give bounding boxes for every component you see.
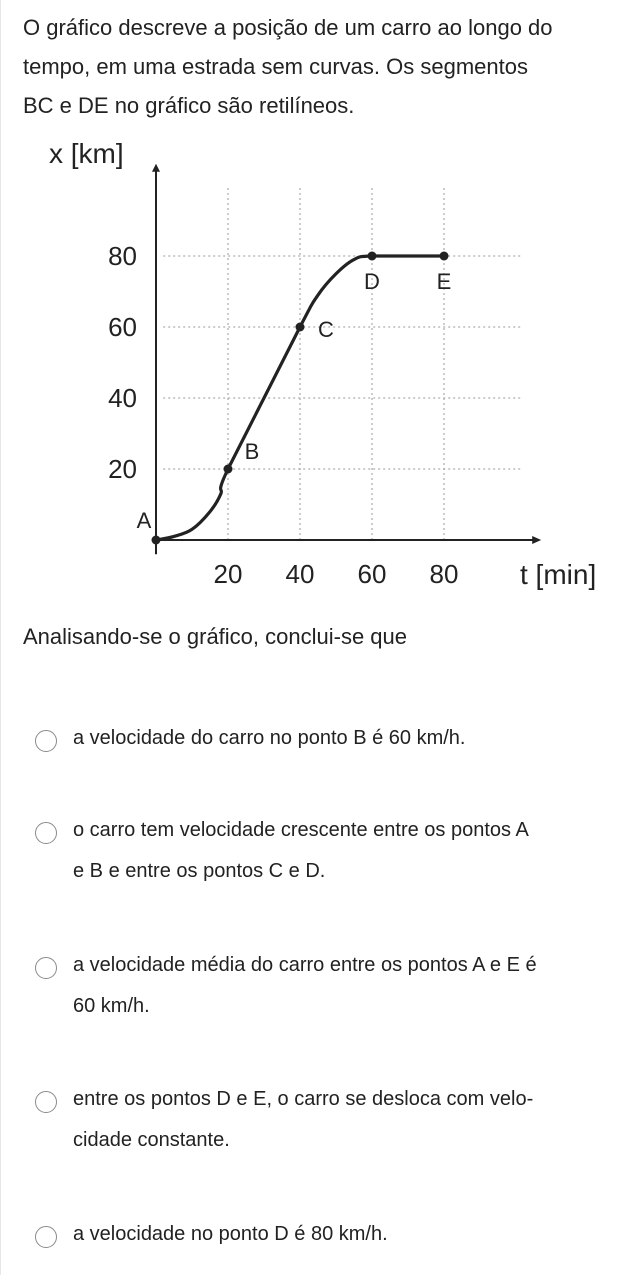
point-e — [439, 251, 449, 261]
option-line: a velocidade do carro no ponto B é 60 km… — [73, 727, 466, 749]
y-axis-arrow — [152, 163, 160, 172]
x-tick-label: 20 — [214, 559, 243, 589]
question-text: O gráfico descreve a posição de um carro… — [23, 8, 637, 125]
prompt-text: Analisando-se o gráfico, conclui-se que — [23, 624, 408, 649]
x-tick-label: 40 — [286, 559, 315, 589]
point-label-d: D — [364, 269, 380, 294]
option-line: a velocidade no ponto D é 80 km/h. — [73, 1223, 388, 1245]
option-text: entre os pontos D e E, o carro se desloc… — [73, 1079, 533, 1161]
x-axis-arrow — [532, 536, 542, 544]
point-label-e: E — [437, 269, 452, 294]
option-a[interactable]: a velocidade do carro no ponto B é 60 km… — [35, 727, 595, 759]
option-text: a velocidade média do carro entre os pon… — [73, 945, 537, 1027]
option-line: 60 km/h. — [73, 995, 150, 1017]
chart-axes — [152, 163, 542, 555]
option-e[interactable]: a velocidade no ponto D é 80 km/h. — [35, 1223, 595, 1255]
position-time-chart: 20 40 60 80 20 40 60 80 x [km] t [min] A B C D E — [49, 138, 596, 590]
option-text: a velocidade no ponto D é 80 km/h. — [73, 1214, 388, 1255]
question-line: O gráfico descreve a posição de um carro… — [23, 15, 553, 40]
option-b[interactable]: o carro tem velocidade crescente entre o… — [35, 819, 595, 892]
option-d[interactable]: entre os pontos D e E, o carro se desloc… — [35, 1088, 595, 1161]
x-tick-label: 60 — [358, 559, 387, 589]
point-label-a: A — [137, 508, 152, 533]
point-c — [295, 322, 305, 332]
radio-button[interactable] — [35, 1091, 57, 1113]
radio-button[interactable] — [35, 730, 57, 752]
y-tick-label: 80 — [108, 241, 137, 271]
option-text: o carro tem velocidade crescente entre o… — [73, 810, 529, 892]
option-line: cidade constante. — [73, 1129, 230, 1151]
option-line: entre os pontos D e E, o carro se desloc… — [73, 1088, 534, 1110]
question-line: tempo, em uma estrada sem curvas. Os seg… — [23, 54, 528, 79]
radio-button[interactable] — [35, 1226, 57, 1248]
chart-curve-layer — [154, 254, 446, 542]
y-tick-label: 40 — [108, 383, 137, 413]
x-tick-label: 80 — [430, 559, 459, 589]
option-line: o carro tem velocidade crescente entre o… — [73, 819, 529, 841]
y-tick-label: 20 — [108, 454, 137, 484]
point-label-c: C — [318, 317, 334, 342]
radio-button[interactable] — [35, 957, 57, 979]
option-line: e B e entre os pontos C e D. — [73, 860, 326, 882]
point-d — [367, 251, 377, 261]
question-line: BC e DE no gráfico são retilíneos. — [23, 93, 355, 118]
option-c[interactable]: a velocidade média do carro entre os pon… — [35, 954, 595, 1027]
point-b — [223, 464, 233, 474]
x-axis-title: t [min] — [520, 559, 596, 590]
option-text: a velocidade do carro no ponto B é 60 km… — [73, 718, 465, 759]
radio-button[interactable] — [35, 822, 57, 844]
y-tick-label: 60 — [108, 312, 137, 342]
position-curve — [154, 254, 446, 542]
chart-labels-layer: 20 40 60 80 20 40 60 80 x [km] t [min] A B C D E — [49, 138, 596, 590]
chart-grid — [163, 185, 524, 540]
point-a — [151, 535, 161, 545]
chart-points-layer — [151, 251, 449, 545]
option-line: a velocidade média do carro entre os pon… — [73, 954, 537, 976]
y-axis-title: x [km] — [49, 138, 124, 169]
point-label-b: B — [245, 439, 260, 464]
